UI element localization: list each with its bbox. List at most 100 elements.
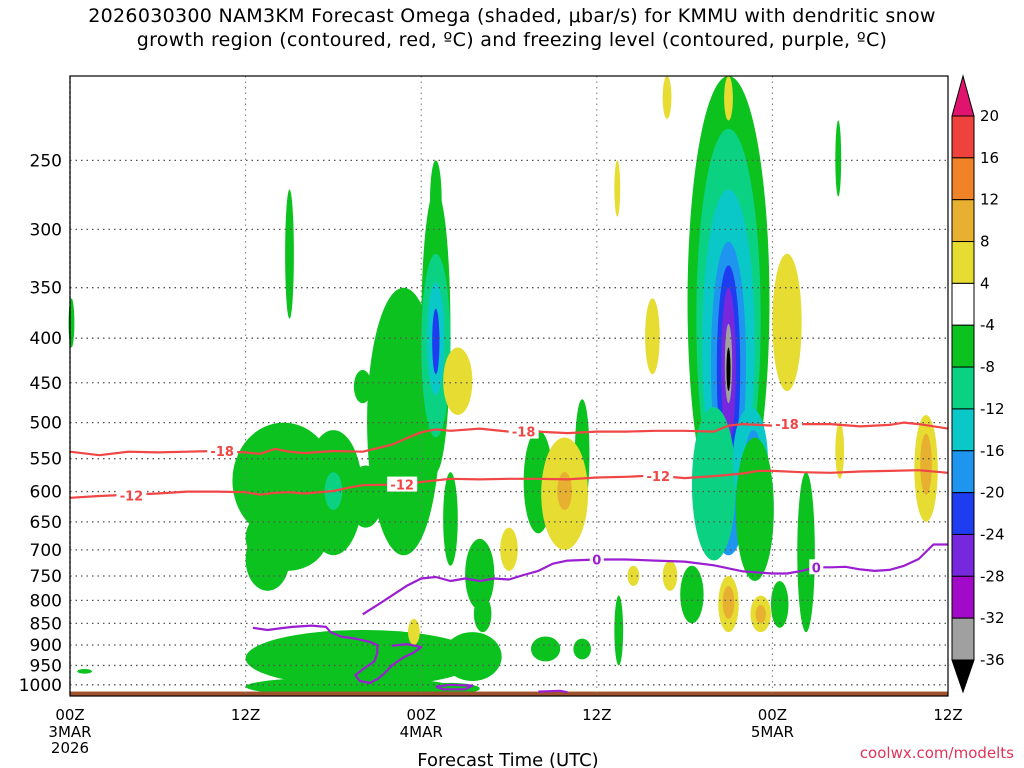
omega-cell — [680, 565, 704, 624]
pressure-tick-label: 650 — [30, 513, 62, 533]
colorbar-swatch — [951, 575, 975, 619]
contour-label: -12 — [390, 479, 414, 494]
contour-label-bg — [508, 423, 539, 439]
omega-cell — [245, 527, 290, 591]
plot-grid — [70, 76, 948, 696]
pressure-tick-label: 850 — [30, 614, 62, 634]
omega-cell — [835, 120, 842, 197]
contour-label-bg — [116, 487, 147, 503]
pressure-tick-label: 600 — [30, 483, 62, 503]
contour-label-bg — [387, 476, 418, 492]
omega-cell — [465, 538, 495, 610]
contour-label: -18 — [775, 418, 799, 433]
pressure-tick-label: 250 — [30, 151, 62, 171]
pressure-tick-label: 500 — [30, 414, 62, 434]
pressure-tick-label: 550 — [30, 450, 62, 470]
contour-label: -12 — [120, 489, 144, 504]
colorbar-label: -12 — [980, 400, 1005, 418]
contour-label-bg — [643, 468, 674, 484]
colorbar-swatch — [951, 324, 975, 368]
pressure-tick-label: 400 — [30, 329, 62, 349]
omega-cell — [835, 422, 845, 479]
colorbar-bottom-arrow — [951, 659, 975, 694]
omega-cell — [722, 585, 735, 619]
pressure-tick-label: 1000 — [19, 676, 62, 696]
omega-cell — [614, 160, 621, 217]
date-label: 5MAR — [751, 723, 794, 741]
time-tick-label: 00Z — [407, 706, 436, 724]
omega-cell — [573, 638, 591, 660]
colorbar-label: -24 — [980, 525, 1005, 543]
time-tick-label: 00Z — [55, 706, 84, 724]
omega-cell — [645, 298, 660, 375]
colorbar-swatch — [951, 199, 975, 243]
time-tick-label: 12Z — [582, 706, 611, 724]
omega-cell — [353, 369, 372, 404]
omega-cell — [724, 76, 733, 121]
contour-label: -18 — [512, 426, 536, 441]
plot-border — [69, 75, 949, 697]
pressure-tick-label: 950 — [30, 656, 62, 676]
omega-cell — [557, 472, 572, 511]
colorbar-swatch — [951, 450, 975, 494]
pressure-tick-label: 350 — [30, 279, 62, 299]
omega-cell — [755, 605, 766, 624]
pressure-tick-label: 700 — [30, 541, 62, 561]
colorbar-swatch — [951, 533, 975, 577]
time-tick-label: 12Z — [231, 706, 260, 724]
colorbar-swatch — [951, 408, 975, 452]
title-line-1: 2026030300 NAM3KM Forecast Omega (shaded… — [88, 5, 936, 27]
omega-cell — [797, 472, 815, 633]
omega-cell — [614, 595, 624, 666]
temperature-contours: -18 -18 -18 -12 -12 -12 0 0 — [69, 416, 949, 694]
colorbar-label: 8 — [980, 233, 990, 251]
colorbar-top-arrow — [951, 74, 975, 117]
contour-label-bg — [809, 559, 824, 575]
contour-0 — [362, 543, 948, 616]
colorbar-swatch — [951, 282, 975, 326]
contour-label-bg — [589, 551, 604, 567]
omega-cell — [770, 581, 789, 628]
omega-cell — [920, 433, 932, 495]
colorbar-label: -16 — [980, 442, 1005, 460]
terrain-band — [70, 691, 948, 696]
omega-cell — [77, 668, 92, 674]
colorbar-label: -20 — [980, 484, 1005, 502]
contour-label: 0 — [592, 553, 601, 568]
pressure-tick-label: 900 — [30, 636, 62, 656]
colorbar-label: -32 — [980, 609, 1005, 627]
x-axis-label: Forecast Time (UTC) — [417, 750, 598, 768]
colorbar-swatch — [951, 617, 975, 661]
contour-0-spot2 — [538, 689, 568, 694]
terrain-fill — [70, 691, 948, 696]
colorbar-label: 12 — [980, 191, 999, 209]
omega-cell — [726, 347, 731, 392]
pressure-axis: 2503003504004505005506006507007508008509… — [19, 151, 62, 695]
colorbar-label: 20 — [980, 107, 999, 125]
colorbar-swatch — [951, 366, 975, 410]
date-label: 2026 — [51, 739, 89, 757]
date-label: 4MAR — [400, 723, 443, 741]
pressure-tick-label: 300 — [30, 220, 62, 240]
omega-cell — [245, 677, 451, 696]
colorbar-label: -28 — [980, 567, 1005, 585]
colorbar-label: 4 — [980, 274, 990, 292]
plot-frame — [69, 75, 949, 697]
colorbar-swatch — [951, 492, 975, 535]
date-label: 3MAR — [48, 723, 91, 741]
pressure-tick-label: 800 — [30, 591, 62, 611]
omega-cell — [245, 629, 480, 687]
pressure-tick-label: 450 — [30, 374, 62, 394]
omega-cell — [285, 189, 294, 319]
omega-shading — [68, 75, 938, 696]
colorbar-swatch — [951, 241, 975, 284]
colorbar-label: 16 — [980, 149, 999, 167]
credit-link[interactable]: coolwx.com/modelts — [859, 744, 1014, 762]
omega-cell — [500, 527, 518, 571]
omega-cell — [443, 472, 458, 566]
omega-cell — [429, 160, 442, 242]
omega-cell — [408, 618, 420, 645]
colorbar-label: -8 — [980, 358, 995, 376]
time-tick-label: 12Z — [933, 706, 962, 724]
